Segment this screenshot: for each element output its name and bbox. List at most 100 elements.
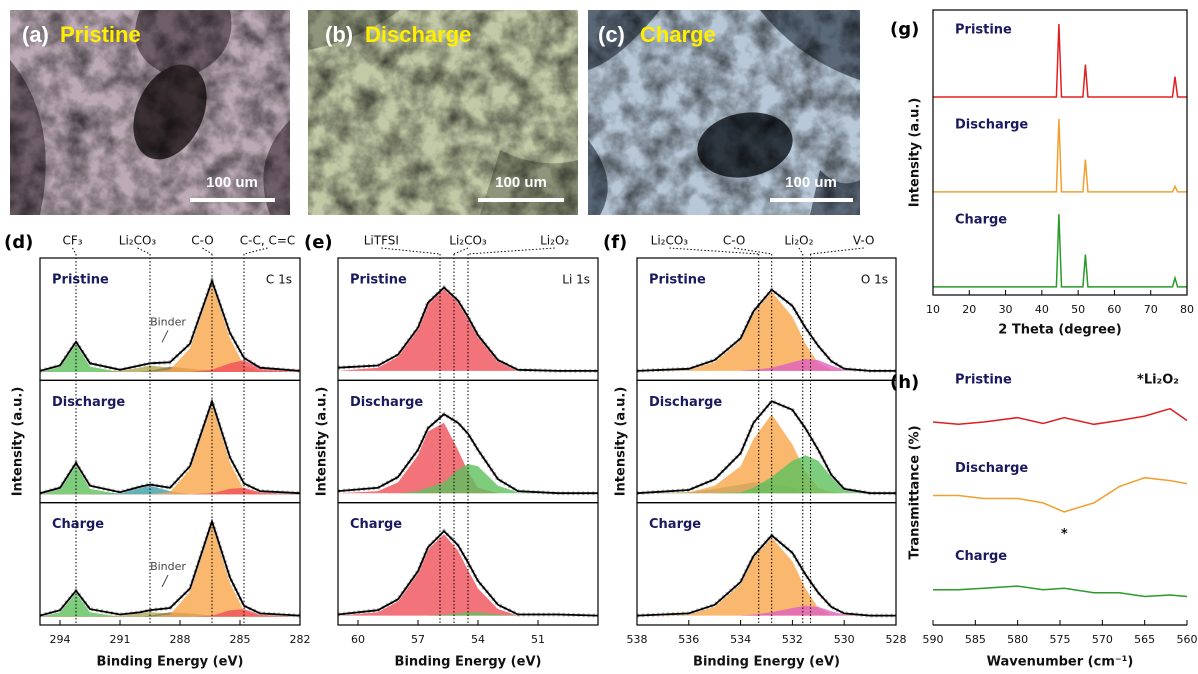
- scale-label: 100 um: [495, 174, 547, 191]
- panel-name: Charge: [955, 549, 1007, 564]
- y-axis-title: Intensity (a.u.): [11, 387, 26, 497]
- x-tick-label: 54: [471, 633, 485, 646]
- x-tick-label: 57: [411, 633, 425, 646]
- x-tick-label: 50: [1071, 303, 1085, 316]
- sem-title: Pristine: [60, 22, 141, 47]
- x-tick-label: 51: [531, 633, 545, 646]
- reference-connector: [811, 248, 864, 254]
- spectrum-label: O 1s: [861, 273, 888, 287]
- sem-label: (a): [22, 22, 49, 47]
- panel-name: Discharge: [350, 395, 423, 410]
- sem-title: Discharge: [365, 22, 471, 47]
- y-axis-title: Intensity (a.u.): [614, 387, 629, 497]
- reference-connector: [138, 248, 151, 254]
- x-tick-label: 538: [627, 633, 648, 646]
- x-tick-label: 560: [1177, 633, 1198, 646]
- x-tick-label: 536: [678, 633, 699, 646]
- panel-name: Charge: [955, 213, 1007, 228]
- reference-label: C-C, C=C: [240, 234, 296, 248]
- x-tick-label: 60: [351, 633, 365, 646]
- reference-connector: [203, 248, 213, 254]
- x-tick-label: 528: [886, 633, 907, 646]
- reference-connector: [669, 248, 758, 254]
- panel-name: Pristine: [52, 273, 109, 288]
- annotation: Binder: [150, 560, 186, 573]
- y-axis-title: Intensity (a.u.): [315, 387, 330, 497]
- note: *Li₂O₂: [1137, 373, 1179, 388]
- reference-label: Li₂CO₃: [651, 234, 689, 248]
- sem-c: (c) Charge 100 um: [588, 10, 860, 215]
- x-axis-title: Binding Energy (eV): [97, 655, 244, 670]
- panel-label: (g): [890, 19, 919, 40]
- x-tick-label: 575: [1050, 633, 1071, 646]
- x-tick-label: 40: [1035, 303, 1049, 316]
- x-tick-label: 530: [834, 633, 855, 646]
- figure: (a) Pristine 100 um (b) Discharge 100 um…: [0, 0, 1198, 674]
- reference-connector: [454, 248, 468, 254]
- panel-name: Charge: [52, 517, 104, 532]
- x-tick-label: 60: [1107, 303, 1121, 316]
- x-tick-label: 30: [999, 303, 1013, 316]
- component-area: [338, 534, 598, 615]
- x-axis-title: Binding Energy (eV): [693, 655, 840, 670]
- component-area: [637, 292, 896, 371]
- panel-name: Charge: [649, 517, 701, 532]
- spectrum-line: [933, 409, 1187, 425]
- x-tick-label: 70: [1144, 303, 1158, 316]
- panel-name: Charge: [350, 517, 402, 532]
- x-tick-label: 288: [170, 633, 191, 646]
- panel-label: (f): [603, 232, 627, 253]
- reference-label: Li₂O₂: [540, 234, 569, 248]
- x-tick-label: 282: [290, 633, 311, 646]
- sem-b: (b) Discharge 100 um: [308, 10, 578, 215]
- scale-label: 100 um: [206, 174, 258, 191]
- reference-label: V-O: [853, 234, 875, 248]
- reference-connector: [381, 248, 440, 254]
- x-tick-label: 585: [965, 633, 986, 646]
- panel-name: Pristine: [350, 273, 407, 288]
- annotation-arrow: [162, 330, 168, 342]
- panel-name: Pristine: [955, 23, 1012, 38]
- panel-name: Discharge: [955, 118, 1028, 133]
- sem-a: (a) Pristine 100 um: [10, 10, 290, 215]
- component-area: [637, 538, 896, 616]
- spectrum-line: [933, 478, 1187, 512]
- reference-connector: [799, 248, 803, 254]
- x-tick-label: 294: [50, 633, 71, 646]
- x-tick-label: 80: [1180, 303, 1194, 316]
- x-tick-label: 534: [730, 633, 751, 646]
- reference-connector: [73, 248, 77, 254]
- spectrum-line: [933, 586, 1187, 596]
- reference-label: C-O: [723, 234, 746, 248]
- x-tick-label: 532: [782, 633, 803, 646]
- spectrum-label: C 1s: [266, 273, 292, 287]
- annotation: Binder: [150, 315, 186, 328]
- reference-label: Li₂CO₃: [449, 234, 487, 248]
- reference-label: CF₃: [62, 234, 82, 248]
- x-tick-label: 590: [923, 633, 944, 646]
- sem-title: Charge: [640, 22, 716, 47]
- x-axis-title: Binding Energy (eV): [395, 655, 542, 670]
- annotation: *: [1061, 527, 1068, 542]
- panel-name: Pristine: [649, 273, 706, 288]
- x-axis-title: Wavenumber (cm⁻¹): [987, 655, 1134, 670]
- x-tick-label: 291: [110, 633, 131, 646]
- x-tick-label: 565: [1134, 633, 1155, 646]
- reference-label: C-O: [191, 234, 214, 248]
- x-axis-title: 2 Theta (degree): [998, 323, 1121, 338]
- spectrum-label: Li 1s: [562, 273, 590, 287]
- reference-connector: [244, 248, 268, 254]
- panel-name: Discharge: [52, 395, 125, 410]
- panel-label: (e): [304, 232, 333, 253]
- x-tick-label: 580: [1007, 633, 1028, 646]
- x-tick-label: 570: [1092, 633, 1113, 646]
- y-axis-title: Intensity (a.u.): [908, 98, 923, 208]
- reference-label: LiTFSI: [364, 234, 399, 248]
- panel-label: (d): [4, 232, 33, 253]
- sem-label: (b): [325, 22, 353, 47]
- scale-label: 100 um: [785, 174, 837, 191]
- panel-name: Discharge: [955, 461, 1028, 476]
- annotation-arrow: [162, 575, 168, 587]
- x-tick-label: 285: [230, 633, 251, 646]
- sem-label: (c): [598, 22, 625, 47]
